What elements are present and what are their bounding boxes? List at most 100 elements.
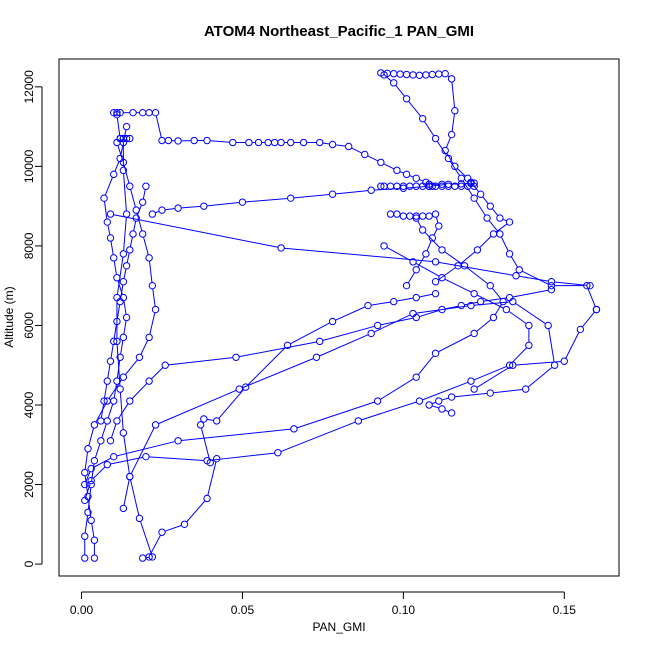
- series-line-segment: [436, 140, 448, 157]
- series-line-segment: [130, 479, 140, 516]
- data-point: [486, 281, 494, 290]
- series-line-segment: [206, 201, 240, 207]
- data-point: [412, 182, 420, 190]
- data-point: [386, 210, 395, 218]
- data-point: [486, 389, 494, 397]
- series-line-segment: [446, 152, 454, 164]
- series-line-segment: [94, 443, 101, 458]
- data-point: [460, 262, 469, 270]
- series-line-segment: [415, 262, 440, 277]
- data-point: [116, 297, 124, 306]
- series-line-segment: [103, 201, 108, 219]
- data-point: [113, 108, 121, 117]
- series-line-segment: [322, 325, 375, 341]
- series-line-segment: [123, 173, 127, 211]
- series-line-segment: [386, 247, 411, 261]
- series-line-segment: [123, 320, 127, 335]
- series-line-segment: [107, 403, 114, 419]
- data-point: [151, 421, 160, 429]
- data-point: [402, 95, 411, 103]
- series-13: [377, 69, 514, 286]
- series-line-segment: [152, 288, 156, 307]
- series-line-segment: [130, 427, 155, 474]
- series-line-segment: [95, 403, 107, 423]
- series-line-segment: [116, 117, 121, 136]
- data-point: [110, 170, 118, 179]
- series-line-segment: [435, 217, 439, 224]
- data-point: [138, 108, 147, 117]
- data-point: [399, 212, 408, 220]
- series-line-segment: [409, 175, 414, 178]
- data-point: [328, 317, 337, 326]
- series-line-segment: [454, 392, 488, 398]
- y-tick-label: 10000: [22, 149, 36, 183]
- data-point: [486, 202, 494, 210]
- data-point: [438, 246, 446, 254]
- data-point: [512, 272, 520, 280]
- data-point: [145, 333, 153, 342]
- data-point: [428, 234, 437, 242]
- data-point: [441, 70, 449, 78]
- series-line-segment: [124, 359, 138, 375]
- data-point: [444, 154, 453, 163]
- series-line-segment: [111, 423, 117, 438]
- data-point: [415, 397, 424, 405]
- series-line-segment: [91, 523, 95, 538]
- data-point: [489, 313, 498, 322]
- data-point: [547, 285, 556, 294]
- data-point: [457, 301, 465, 310]
- data-point: [505, 218, 514, 226]
- data-point: [203, 136, 211, 145]
- series-line-segment: [123, 217, 127, 251]
- data-point: [203, 456, 211, 465]
- data-point: [122, 313, 131, 322]
- data-point: [122, 122, 131, 131]
- data-point: [428, 182, 437, 190]
- data-point: [158, 528, 166, 536]
- series-7: [97, 182, 150, 425]
- data-point: [213, 454, 221, 463]
- series-line-segment: [519, 275, 549, 282]
- data-point: [438, 274, 446, 282]
- data-point: [287, 194, 295, 202]
- series-line-segment: [565, 332, 580, 359]
- data-point: [373, 321, 382, 330]
- series-line-segment: [245, 197, 288, 203]
- series-line-segment: [527, 366, 553, 388]
- series-line-segment: [165, 208, 175, 211]
- data-point: [550, 361, 559, 369]
- data-point: [457, 174, 465, 183]
- series-line-segment: [120, 340, 124, 355]
- series-line-segment: [460, 251, 476, 265]
- x-tick-label: 0.15: [553, 603, 577, 617]
- data-point: [373, 397, 382, 405]
- series-line-segment: [441, 397, 449, 401]
- data-point: [476, 190, 485, 198]
- plot-frame: [58, 58, 620, 577]
- data-point: [583, 281, 591, 290]
- series-line-segment: [210, 452, 275, 461]
- data-point: [547, 281, 556, 290]
- data-point: [151, 108, 160, 117]
- series-line-segment: [207, 461, 217, 496]
- data-point: [415, 71, 424, 80]
- data-point: [354, 417, 363, 425]
- data-point: [287, 138, 295, 147]
- series-line-segment: [93, 466, 106, 479]
- series-line-segment: [85, 471, 91, 482]
- series-line-segment: [479, 235, 492, 248]
- series-line-segment: [116, 304, 121, 319]
- data-point: [158, 136, 166, 145]
- series-line-segment: [424, 231, 441, 248]
- series-line-segment: [451, 113, 455, 132]
- series-line-segment: [476, 366, 511, 388]
- data-point: [119, 504, 128, 513]
- series-line-segment: [419, 179, 424, 182]
- data-point: [412, 293, 420, 302]
- series-line-segment: [367, 155, 379, 162]
- series-line-segment: [181, 205, 201, 209]
- x-tick-label: 0.05: [231, 603, 255, 617]
- series-line-segment: [101, 423, 107, 438]
- data-point: [428, 70, 437, 79]
